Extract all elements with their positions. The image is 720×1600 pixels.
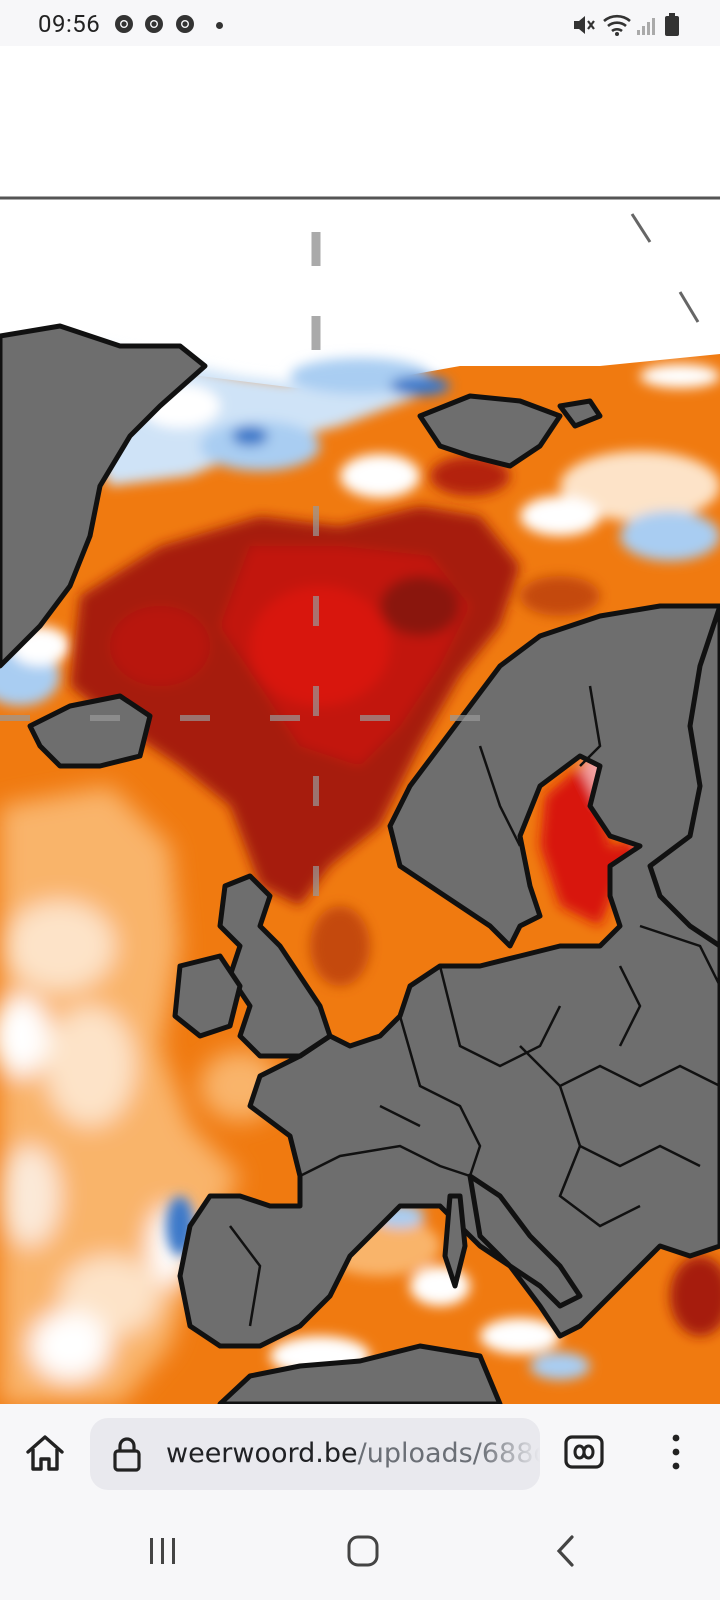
battery-icon [665, 13, 679, 36]
country-borders [229, 685, 720, 1327]
land-layer [0, 323, 720, 1404]
status-bar: 09:56 [0, 0, 720, 46]
tab-switcher-icon[interactable] [564, 1434, 604, 1470]
dot-icon [216, 22, 223, 29]
status-time: 09:56 [38, 10, 101, 38]
chrome-icon [115, 15, 133, 33]
lock-icon[interactable] [112, 1436, 142, 1472]
url-domain: weerwoord.be [166, 1438, 358, 1469]
map-image[interactable] [0, 46, 720, 1404]
chrome-icon [176, 15, 194, 33]
more-vert-icon[interactable] [664, 1430, 688, 1474]
wifi-icon [603, 14, 631, 36]
system-navbar [0, 1502, 720, 1600]
grid-lines [0, 506, 540, 946]
url-fade [480, 1418, 540, 1490]
address-bar[interactable]: weerwoord.be/uploads/688dc [90, 1418, 540, 1490]
home-nav-icon[interactable] [346, 1534, 380, 1568]
back-icon[interactable] [554, 1534, 578, 1568]
signal-icon [637, 18, 655, 35]
browser-toolbar: weerwoord.be/uploads/688dc [0, 1404, 720, 1502]
recent-apps-icon[interactable] [146, 1536, 180, 1566]
sst-anomaly-map [0, 46, 720, 1404]
home-icon[interactable] [22, 1430, 68, 1476]
chrome-icon [145, 15, 163, 33]
mute-icon [574, 16, 595, 34]
